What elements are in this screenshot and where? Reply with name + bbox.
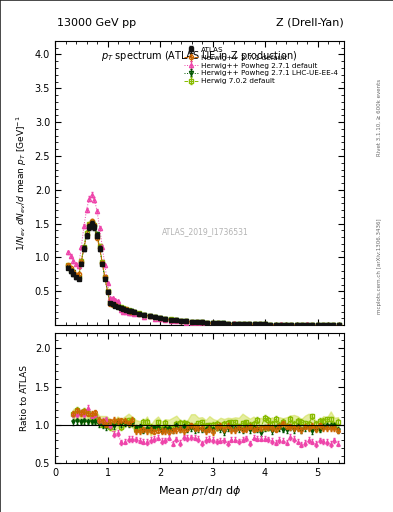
Text: $p_T$ spectrum (ATLAS UE in Z production): $p_T$ spectrum (ATLAS UE in Z production… [101,50,298,63]
Text: 13000 GeV pp: 13000 GeV pp [57,18,136,28]
Y-axis label: Ratio to ATLAS: Ratio to ATLAS [20,365,29,431]
X-axis label: Mean $p_T$/d$\eta$ d$\phi$: Mean $p_T$/d$\eta$ d$\phi$ [158,484,241,498]
Text: Z (Drell-Yan): Z (Drell-Yan) [276,18,344,28]
Y-axis label: $1/N_{ev}$ $dN_{ev}/d$ mean $p_T$ $[\mathrm{GeV}]^{-1}$: $1/N_{ev}$ $dN_{ev}/d$ mean $p_T$ $[\mat… [15,115,29,251]
Text: ATLAS_2019_I1736531: ATLAS_2019_I1736531 [162,227,249,236]
Text: mcplots.cern.ch [arXiv:1306.3436]: mcplots.cern.ch [arXiv:1306.3436] [377,219,382,314]
Text: Rivet 3.1.10, ≥ 600k events: Rivet 3.1.10, ≥ 600k events [377,79,382,156]
Legend: ATLAS, Herwig++ 2.7.1 default, Herwig++ Powheg 2.7.1 default, Herwig++ Powheg 2.: ATLAS, Herwig++ 2.7.1 default, Herwig++ … [182,45,340,87]
